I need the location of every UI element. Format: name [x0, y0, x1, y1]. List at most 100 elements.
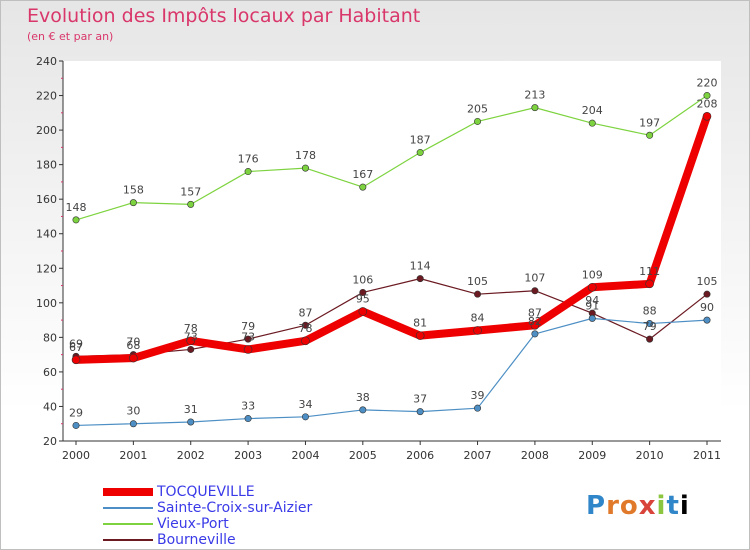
legend-swatch: [103, 523, 153, 525]
data-label: 109: [582, 268, 603, 281]
data-label: 84: [471, 311, 485, 324]
y-tick-label: 240: [36, 55, 57, 68]
data-label: 82: [528, 315, 542, 328]
data-point: [416, 275, 424, 283]
data-point: [703, 316, 711, 324]
data-label: 29: [69, 406, 83, 419]
data-point: [359, 183, 367, 191]
data-label: 158: [123, 184, 144, 197]
x-tick-label: 2011: [693, 449, 721, 462]
data-label: 78: [184, 322, 198, 335]
data-point: [71, 355, 81, 365]
data-point: [473, 326, 482, 335]
data-label: 220: [697, 77, 718, 90]
data-point: [588, 119, 596, 127]
data-label: 157: [180, 185, 201, 198]
data-label: 90: [700, 301, 714, 314]
x-tick-label: 2003: [234, 449, 262, 462]
data-label: 176: [238, 153, 259, 166]
data-label: 79: [241, 320, 255, 333]
data-point: [474, 290, 482, 298]
y-tick-label: 180: [36, 159, 57, 172]
series-line-tocqueville: [72, 112, 711, 364]
plot-area: [63, 61, 721, 441]
legend-swatch: [103, 507, 153, 509]
proxiti-logo: Proxiti: [586, 491, 690, 521]
legend-label: Bourneville: [157, 532, 236, 548]
data-point: [301, 336, 310, 346]
data-label: 33: [241, 400, 255, 413]
data-point: [301, 164, 309, 172]
data-label: 88: [643, 305, 657, 318]
x-tick-label: 2004: [291, 449, 319, 462]
data-label: 37: [413, 393, 427, 406]
data-label: 204: [582, 104, 603, 117]
data-point: [645, 279, 654, 289]
data-point: [358, 307, 368, 316]
data-label: 94: [585, 294, 599, 307]
y-tick-label: 160: [36, 193, 57, 206]
legend-label: Sainte-Croix-sur-Aizier: [157, 500, 313, 516]
data-label: 106: [352, 273, 373, 286]
data-label: 73: [241, 330, 255, 343]
data-point: [416, 408, 424, 416]
data-point: [702, 111, 712, 121]
series-line-vieux-port: [75, 94, 708, 221]
data-point: [646, 131, 654, 139]
x-tick-label: 2007: [464, 449, 492, 462]
chart-title: Evolution des Impôts locaux par Habitant: [27, 5, 421, 27]
data-point: [72, 421, 80, 429]
data-point: [587, 282, 597, 292]
data-point: [244, 415, 252, 423]
data-point: [531, 330, 539, 338]
x-tick-label: 2009: [578, 449, 606, 462]
series-line-bourneville: [75, 278, 708, 357]
data-point: [72, 216, 80, 224]
data-point: [129, 353, 138, 363]
data-point: [301, 413, 309, 421]
data-point: [474, 404, 482, 412]
data-label: 31: [184, 403, 198, 416]
data-point: [301, 321, 309, 329]
series-line-sainte-croix-sur-aizier: [75, 317, 708, 427]
legend-item-tocqueville: TOCQUEVILLE: [103, 484, 255, 500]
y-tick-label: 100: [36, 297, 57, 310]
data-label: 107: [524, 272, 545, 285]
data-label: 105: [697, 275, 718, 288]
data-label: 68: [126, 339, 140, 352]
y-tick-label: 40: [43, 400, 57, 413]
data-point: [129, 199, 137, 207]
data-point: [129, 420, 137, 428]
data-label: 34: [298, 398, 312, 411]
y-tick-label: 220: [36, 90, 57, 103]
data-label: 70: [126, 336, 140, 349]
data-label: 87: [298, 306, 312, 319]
data-label: 87: [528, 306, 542, 319]
legend-swatch: [103, 488, 153, 496]
x-tick-label: 2001: [119, 449, 147, 462]
data-label: 79: [643, 320, 657, 333]
legend-item-sainte-croix-sur-aizier: Sainte-Croix-sur-Aizier: [103, 500, 312, 516]
data-point: [531, 104, 539, 112]
x-tick-label: 2006: [406, 449, 434, 462]
data-label: 105: [467, 275, 488, 288]
x-tick-label: 2000: [62, 449, 90, 462]
data-label: 38: [356, 391, 370, 404]
data-point: [531, 287, 539, 295]
data-label: 95: [356, 292, 370, 305]
data-label: 78: [298, 322, 312, 335]
data-point: [474, 117, 482, 125]
data-label: 67: [69, 341, 83, 354]
x-tick-label: 2005: [349, 449, 377, 462]
chart-subtitle: (en € et par an): [27, 30, 114, 43]
data-label: 148: [66, 201, 87, 214]
data-point: [243, 345, 253, 354]
data-label: 178: [295, 149, 316, 162]
data-label: 114: [410, 260, 431, 273]
x-tick-label: 2002: [177, 449, 205, 462]
y-tick-label: 80: [43, 331, 57, 344]
data-point: [646, 320, 654, 328]
data-label: 91: [585, 299, 599, 312]
legend-label: Vieux-Port: [157, 516, 229, 532]
